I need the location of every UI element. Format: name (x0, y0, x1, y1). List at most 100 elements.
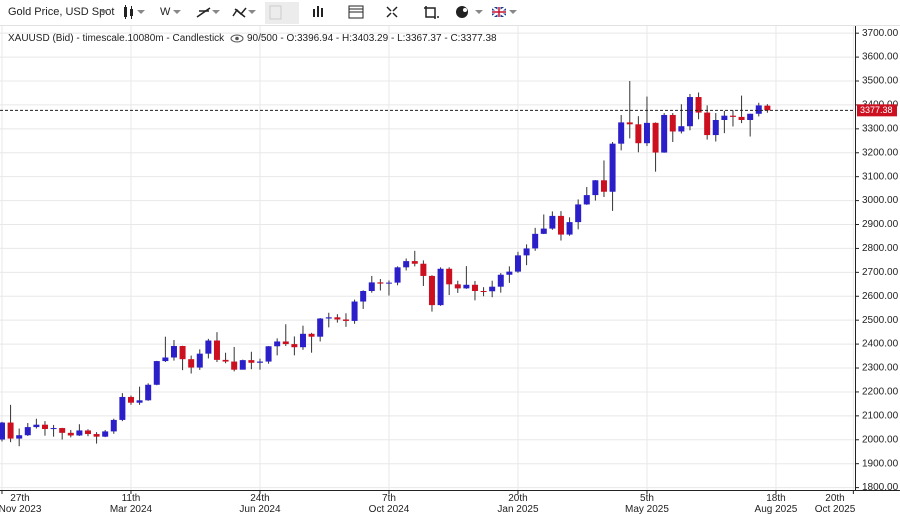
indicator-icon[interactable] (232, 7, 247, 18)
candle-body (205, 340, 212, 354)
disabled-icon (269, 5, 282, 20)
candle-body (0, 422, 5, 440)
interval-selector[interactable]: W (160, 6, 171, 18)
candle-body (454, 284, 461, 289)
candle-body (342, 319, 349, 321)
candle-body (84, 430, 91, 435)
x-tick-label: 7th Oct 2024 (368, 493, 410, 514)
candle-body (360, 291, 367, 302)
candle-body (102, 431, 109, 437)
price-label-box (857, 104, 897, 117)
candle-body (729, 115, 736, 117)
x-tick-label: 20th Jan 2025 (497, 493, 539, 514)
y-tick-label: 1800.00 (862, 482, 899, 493)
candle-body (583, 195, 590, 205)
candle-body (41, 424, 48, 430)
candle-body (291, 344, 298, 348)
candle-body (411, 261, 418, 264)
draw-tools-icon[interactable] (196, 7, 211, 18)
candle-body (480, 291, 487, 293)
x-tick-label: 20th Oct 2025 (814, 493, 856, 514)
candle-body (549, 215, 556, 229)
candle-body (437, 268, 444, 306)
candle-body (600, 180, 607, 192)
y-tick-label: 3700.00 (862, 28, 899, 39)
candle-body (403, 261, 410, 268)
candle-body (497, 274, 504, 287)
layout-icon[interactable] (348, 5, 364, 19)
carets (100, 10, 517, 14)
legend: XAUUSD (Bid) - timescale.10080m - Candle… (8, 33, 497, 44)
candle-body (377, 282, 384, 284)
chart-type-icon[interactable] (124, 5, 133, 19)
visibility-icon[interactable] (230, 34, 244, 43)
candle-body (385, 282, 392, 284)
x-tick-label: 5th May 2025 (625, 493, 669, 514)
candle-body (317, 318, 324, 337)
candle-body (635, 124, 642, 144)
candle-body (59, 428, 66, 433)
y-tick-label: 2300.00 (862, 363, 899, 374)
candle-body (394, 267, 401, 283)
candle-body (566, 222, 573, 235)
grid (0, 26, 855, 490)
fullscreen-icon[interactable] (386, 6, 398, 18)
candle-body (351, 301, 358, 321)
y-tick-label: 2000.00 (862, 434, 899, 445)
crop-icon[interactable] (424, 6, 439, 19)
candle-body (704, 112, 711, 136)
candle-body (119, 396, 126, 420)
volume-icon[interactable] (313, 6, 323, 17)
y-tick-label: 2100.00 (862, 410, 899, 421)
theme-icon[interactable] (456, 6, 468, 18)
candle-body (179, 346, 186, 360)
candle-body (325, 317, 332, 319)
candle-body (50, 428, 57, 430)
y-tick-label: 2400.00 (862, 339, 899, 350)
y-tick-label: 2700.00 (862, 267, 899, 278)
x-tick-label: 18th Aug 2025 (754, 493, 798, 514)
instrument-selector[interactable]: Gold Price, USD Spot (8, 6, 115, 18)
language-flag[interactable] (491, 6, 507, 18)
candle-body (489, 286, 496, 292)
x-tick-label: 27th Nov 2023 (0, 493, 42, 514)
y-tick-label: 2200.00 (862, 387, 899, 398)
candle-body (16, 435, 23, 439)
toolbar-icons (100, 2, 517, 24)
candle-body (334, 317, 341, 320)
y-tick-label: 3500.00 (862, 76, 899, 87)
candle-body (686, 97, 693, 127)
candle-body (24, 427, 31, 436)
candle-body (678, 126, 685, 132)
candle-body (222, 359, 229, 362)
candle-body (136, 400, 143, 403)
candle-body (196, 353, 203, 368)
candle-body (463, 284, 470, 289)
candle-body (738, 116, 745, 120)
candle-body (764, 105, 771, 111)
candle-body (695, 97, 702, 113)
y-tick-label: 1900.00 (862, 458, 899, 469)
candle-body (609, 143, 616, 192)
candle-body (557, 215, 564, 235)
x-tick-label: 11th Mar 2024 (109, 493, 153, 514)
toolbar: Gold Price, USD Spot W (0, 0, 900, 26)
candle-body (153, 361, 160, 385)
candle-body (7, 422, 14, 439)
candle-body (643, 122, 650, 144)
candle-body (626, 122, 633, 125)
candle-body (76, 430, 83, 436)
candle-body (274, 341, 281, 347)
candle-body (669, 114, 676, 132)
candle-body (231, 361, 238, 370)
candle-body (127, 396, 134, 403)
candle-body (592, 180, 599, 196)
candle-body (747, 113, 754, 120)
candle-body (514, 255, 521, 272)
candle-body (145, 384, 152, 401)
y-tick-label: 2500.00 (862, 315, 899, 326)
candle-body (540, 228, 547, 234)
candle-body (446, 268, 453, 285)
candle-body (368, 282, 375, 292)
